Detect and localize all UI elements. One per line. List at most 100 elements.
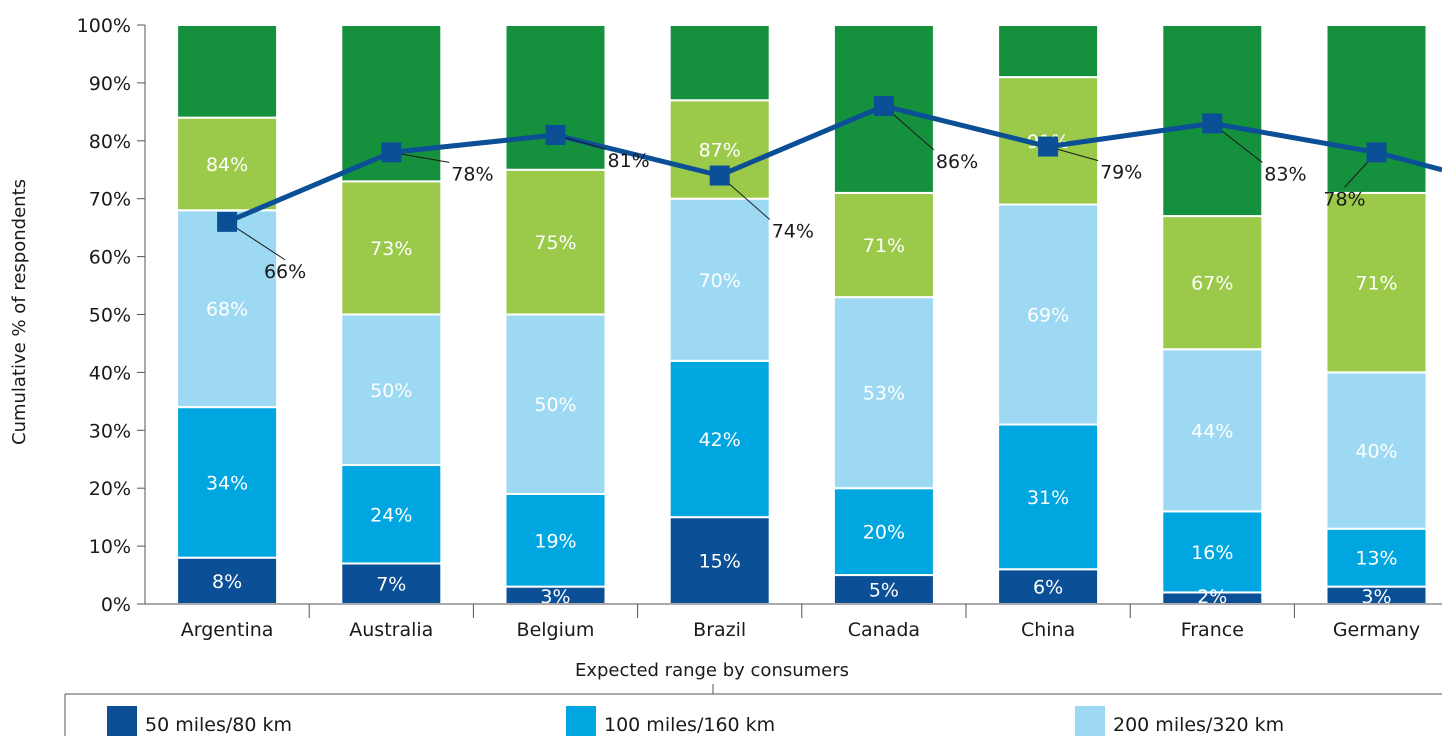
- bar-label: 7%: [376, 574, 406, 596]
- bar-segment: [504, 492, 607, 588]
- bar-label: 31%: [1027, 487, 1069, 509]
- line-point-label: 78%: [1323, 188, 1365, 210]
- bar-segment: [1325, 371, 1428, 530]
- bar-label: 15%: [699, 551, 741, 573]
- bar-segment: [832, 487, 935, 577]
- y-tick-label: 70%: [89, 189, 131, 211]
- bar-segment: [340, 313, 443, 467]
- bar-label: 68%: [206, 299, 248, 321]
- y-tick-label: 0%: [101, 594, 131, 616]
- bar-label: 8%: [212, 571, 242, 593]
- bar-label: 2%: [1197, 586, 1227, 608]
- bar-label: 19%: [534, 530, 576, 552]
- bar-segment: [1325, 191, 1428, 374]
- bar-label: 6%: [1033, 577, 1063, 599]
- bar-label: 87%: [699, 139, 741, 161]
- bar-segment: [1161, 215, 1264, 351]
- x-tick-label: Argentina: [181, 619, 274, 641]
- x-tick-label: Belgium: [517, 619, 595, 641]
- bar-segment: [176, 556, 279, 605]
- bar-segment: [668, 516, 771, 606]
- line-point-label: 66%: [264, 261, 306, 283]
- line-marker: [1038, 136, 1059, 157]
- bar-label: 44%: [1191, 420, 1233, 442]
- y-tick-label: 100%: [77, 15, 131, 37]
- bar-segment: [504, 24, 607, 171]
- bar-label: 3%: [540, 586, 570, 608]
- line-series: 66% 78% 81% 74% 86% 79% 83% 78%: [217, 96, 1442, 283]
- line-point-label: 79%: [1100, 162, 1142, 184]
- y-axis-title: Cumulative % of respondents: [9, 179, 30, 445]
- bar-segment: [1161, 348, 1264, 513]
- bar-label: 84%: [206, 154, 248, 176]
- x-tick-label: France: [1181, 619, 1244, 641]
- bar-label: 24%: [370, 504, 412, 526]
- line-point-label: 86%: [936, 151, 978, 173]
- bar-label: 34%: [206, 472, 248, 494]
- bar-label: 67%: [1191, 273, 1233, 295]
- x-axis-title: Expected range by consumers: [575, 660, 849, 681]
- bar-segment: [340, 180, 443, 316]
- legend-label: 50 miles/80 km: [145, 714, 292, 736]
- bar-label: 5%: [869, 580, 899, 602]
- line-point-label: 78%: [451, 163, 493, 185]
- line-marker: [873, 96, 894, 117]
- bar-label: 53%: [863, 383, 905, 405]
- x-axis: Argentina Australia Belgium Brazil Canada Chi…: [137, 603, 1442, 641]
- bar-segment: [997, 203, 1100, 426]
- line-point-label: 74%: [772, 221, 814, 243]
- x-tick-label: Australia: [349, 619, 433, 641]
- line-marker: [381, 142, 402, 163]
- y-tick-label: 50%: [89, 305, 131, 327]
- line-point-label: 83%: [1264, 163, 1306, 185]
- bar-label: 75%: [534, 232, 576, 254]
- bar-segment: [1325, 527, 1428, 588]
- y-tick-label: 30%: [89, 420, 131, 442]
- line-marker: [217, 211, 238, 232]
- legend-swatch: [1075, 706, 1105, 736]
- legend-item: 100 miles/160 km: [566, 706, 775, 736]
- bar-label: 20%: [863, 522, 905, 544]
- line-marker: [1202, 113, 1223, 134]
- line-marker: [545, 125, 566, 146]
- bar-label: 42%: [699, 429, 741, 451]
- line-point-label: 81%: [608, 150, 650, 172]
- bar-segment: [997, 423, 1100, 571]
- bar-segment: [1325, 24, 1428, 194]
- bar-label: 71%: [1355, 273, 1397, 295]
- bar-segment: [504, 168, 607, 316]
- bar-label: 13%: [1355, 548, 1397, 570]
- bar-label: 70%: [699, 270, 741, 292]
- bars: [176, 24, 1428, 606]
- bar-label: 16%: [1191, 542, 1233, 564]
- bar-segment: [832, 296, 935, 490]
- bar-segment: [1161, 510, 1264, 594]
- legend-label: 200 miles/320 km: [1113, 714, 1284, 736]
- bar-segment: [504, 313, 607, 495]
- segment-labels: 8% 34% 68% 84% 7% 24% 50% 73% 3% 19% 50% 75% 15% 42% 7…: [206, 131, 1398, 608]
- bar-segment: [668, 359, 771, 519]
- legend-item: 200 miles/320 km: [1075, 706, 1284, 736]
- bar-segment: [832, 191, 935, 299]
- y-tick-label: 60%: [89, 247, 131, 269]
- bar-label: 50%: [370, 380, 412, 402]
- y-tick-label: 20%: [89, 478, 131, 500]
- bar-segment: [668, 24, 771, 102]
- bar-segment: [997, 568, 1100, 606]
- bar-label: 50%: [534, 394, 576, 416]
- bar-label: 3%: [1361, 586, 1391, 608]
- bar-label: 69%: [1027, 305, 1069, 327]
- bar-segment: [176, 24, 279, 119]
- bar-segment: [668, 197, 771, 362]
- bar-label: 73%: [370, 238, 412, 260]
- legend-swatch: [566, 706, 596, 736]
- bar-segment: [997, 24, 1100, 79]
- line-marker: [1366, 142, 1387, 163]
- y-axis: 0% 10% 20% 30% 40% 50% 60% 70% 80% 90% 100%: [77, 15, 146, 616]
- y-tick-label: 90%: [89, 73, 131, 95]
- x-tick-label: China: [1021, 619, 1075, 641]
- legend: 50 miles/80 km 100 miles/160 km 200 miles/…: [64, 684, 1442, 736]
- x-tick-label: Canada: [848, 619, 920, 641]
- legend-swatch: [107, 706, 137, 736]
- bar-label: 40%: [1355, 441, 1397, 463]
